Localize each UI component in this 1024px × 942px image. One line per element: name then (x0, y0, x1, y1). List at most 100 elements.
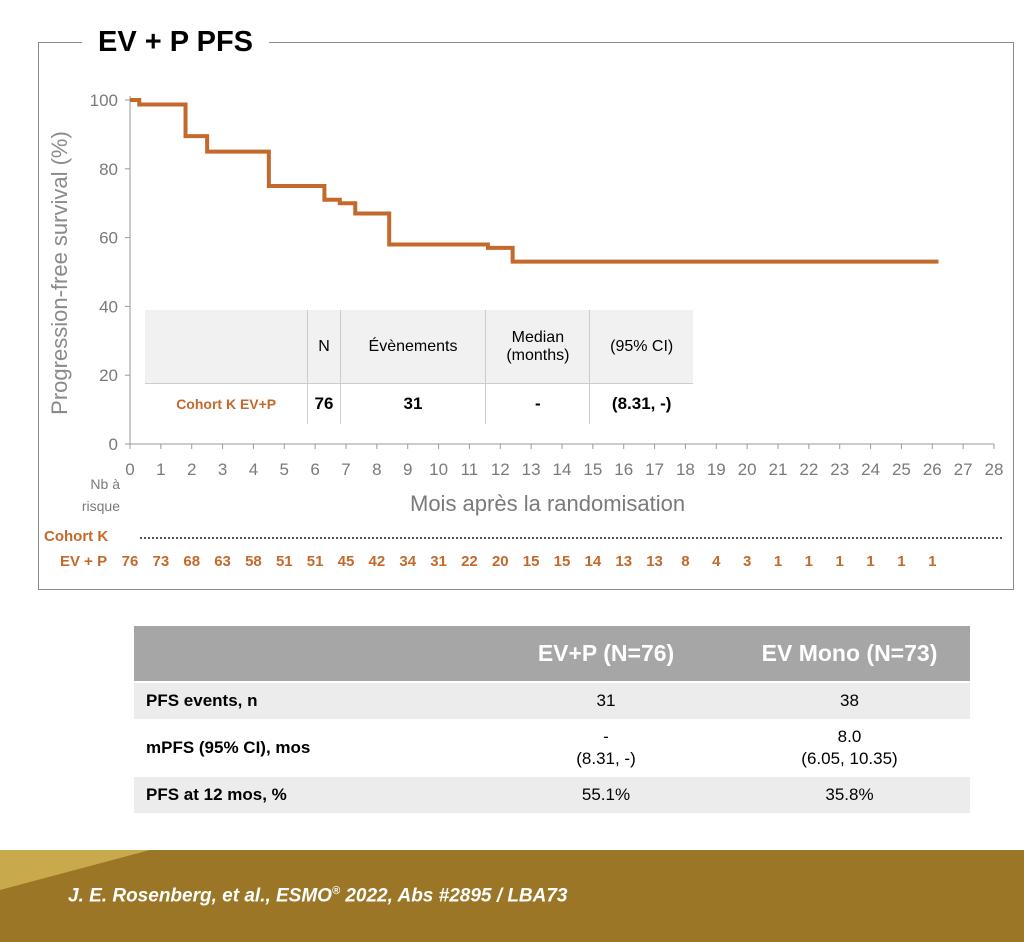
summary-row: PFS at 12 mos, % 55.1% 35.8% (134, 775, 970, 813)
risk-number: 58 (245, 553, 262, 570)
summary-header-row: EV+P (N=76) EV Mono (N=73) (134, 626, 970, 682)
inset-head-median-l1: Median (511, 328, 565, 346)
x-tick-label: 1 (156, 460, 165, 479)
x-tick-label: 19 (707, 460, 726, 479)
summary-cell: - (8.31, -) (483, 719, 729, 776)
risk-number: 20 (491, 553, 509, 570)
inset-ci: (8.31, -) (589, 383, 693, 424)
summary-row-label: PFS events, n (134, 681, 483, 720)
citation-tail: 2022, Abs #2895 / LBA73 (340, 885, 568, 907)
tick-labels: 0 1 2 3 4 5 6 7 8 9 10 11 12 13 14 15 16 17 18 19 20 21 22 23 24… (90, 91, 1004, 479)
risk-number: 15 (522, 553, 540, 570)
citation: J. E. Rosenberg, et al., ESMO® 2022, Abs… (68, 885, 568, 907)
y-tick-label: 20 (99, 366, 118, 385)
x-tick-label: 0 (125, 460, 134, 479)
risk-number: 14 (584, 553, 602, 570)
x-tick-label: 18 (676, 460, 695, 479)
summary-cell: 38 (729, 681, 970, 720)
risk-header-line1: Nb à (90, 476, 120, 492)
risk-number: 51 (306, 553, 324, 570)
y-tick-label: 60 (99, 229, 118, 248)
inset-head-events: Évènements (339, 310, 486, 384)
risk-number: 22 (461, 553, 478, 570)
pfs-curve-ev-p (130, 98, 939, 264)
x-tick-label: 26 (923, 460, 942, 479)
risk-number: 1 (928, 553, 937, 570)
footer-band-fill (0, 850, 1024, 942)
inset-data-row: Cohort K EV+P 76 31 - (8.31, -) (145, 383, 693, 424)
risk-number: 51 (275, 553, 293, 570)
x-tick-label: 27 (954, 460, 973, 479)
x-tick-label: 7 (341, 460, 350, 479)
inset-median: - (485, 383, 590, 424)
risk-number: 63 (214, 553, 231, 570)
inset-corner (145, 310, 308, 384)
risk-number: 8 (681, 553, 690, 570)
inset-table: N Évènements Median (months) (95% CI) Coh… (145, 310, 693, 424)
summary-cell: 31 (483, 681, 729, 720)
risk-number: 1 (804, 553, 814, 570)
x-tick-label: 25 (892, 460, 911, 479)
x-tick-label: 21 (769, 460, 788, 479)
pfs-curve-layer (130, 98, 939, 264)
risk-number: 68 (183, 553, 201, 570)
summary-cell-line2: (6.05, 10.35) (801, 749, 898, 768)
summary-col-evmono: EV Mono (N=73) (729, 626, 970, 682)
summary-cell: 55.1% (483, 775, 729, 813)
risk-row-label: EV + P (60, 553, 108, 570)
summary-cell-line1: 8.0 (837, 727, 862, 746)
summary-cell: 8.0 (6.05, 10.35) (729, 719, 970, 776)
risk-number: 13 (615, 553, 633, 570)
x-tick-label: 11 (461, 460, 479, 479)
inset-head-ci: (95% CI) (589, 310, 693, 384)
summary-row-label: mPFS (95% CI), mos (134, 719, 483, 776)
x-tick-label: 17 (645, 460, 664, 479)
x-tick-label: 14 (553, 460, 572, 479)
risk-number: 42 (368, 553, 386, 570)
x-tick-label: 24 (861, 460, 880, 479)
summary-cell: 35.8% (729, 775, 970, 813)
x-tick-label: 5 (280, 460, 289, 479)
x-tick-label: 20 (738, 460, 757, 479)
x-tick-label: 22 (799, 460, 818, 479)
km-plot: 0 1 2 3 4 5 6 7 8 9 10 11 12 13 14 15 16 17 18 19 20 21 22 23 24… (90, 91, 1004, 479)
chart-title: EV + P PFS (82, 22, 270, 62)
inset-events: 31 (339, 383, 486, 424)
chart-frame (38, 42, 1014, 590)
risk-number: 1 (866, 553, 875, 570)
risk-number: 1 (773, 553, 783, 570)
x-tick-label: 4 (249, 460, 258, 479)
y-tick-label: 40 (99, 297, 118, 316)
risk-number: 76 (121, 553, 139, 570)
risk-number: 1 (835, 553, 844, 570)
risk-header-line2: risque (81, 498, 120, 514)
inset-header-row: N Évènements Median (months) (95% CI) (145, 310, 693, 384)
x-tick-label: 15 (583, 460, 602, 479)
x-tick-label: 8 (372, 460, 381, 479)
y-tick-label: 80 (99, 160, 118, 179)
y-axis-title-text: Progression-free survival (%) (47, 131, 72, 415)
y-tick-label: 100 (90, 91, 118, 110)
summary-cell-line2: (8.31, -) (576, 749, 636, 768)
risk-number: 15 (553, 553, 571, 570)
x-tick-label: 2 (187, 460, 196, 479)
summary-cell-line1: - (603, 727, 609, 746)
risk-number: 13 (646, 553, 663, 570)
y-tick-label: 0 (109, 435, 118, 454)
risk-number: 31 (430, 553, 447, 570)
inset-head-median: Median (months) (485, 310, 590, 384)
summary-row: PFS events, n 31 38 (134, 681, 970, 720)
x-axis-title: Mois après la randomisation (410, 491, 686, 516)
risk-divider (140, 537, 1002, 539)
risk-number: 34 (399, 553, 417, 570)
risk-cohort-label: Cohort K (44, 528, 109, 545)
x-tick-label: 9 (403, 460, 412, 479)
footer-band (0, 850, 1024, 942)
summary-row: mPFS (95% CI), mos - (8.31, -) 8.0 (6.05, … (134, 719, 970, 776)
risk-number: 1 (897, 553, 906, 570)
x-tick-label: 16 (614, 460, 633, 479)
citation-registered: ® (331, 885, 341, 897)
x-tick-label: 23 (830, 460, 849, 479)
inset-head-median-l2: (months) (506, 346, 570, 364)
risk-number: 73 (152, 553, 170, 570)
